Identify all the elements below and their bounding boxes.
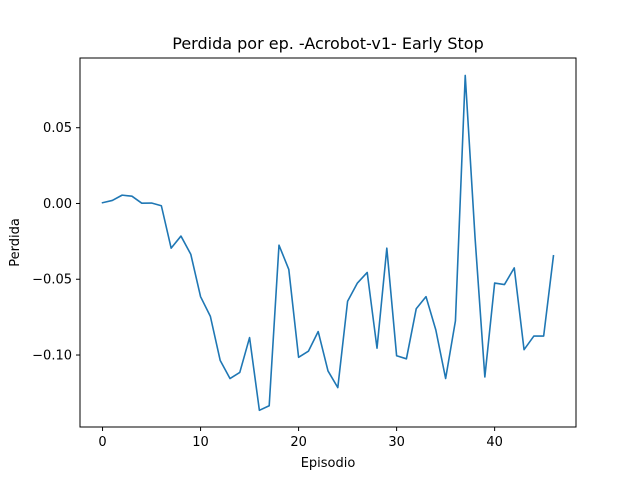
y-tick-label: 0.00 [43,197,72,212]
y-tick-label: −0.10 [32,349,72,364]
series-line-0 [101,74,555,412]
x-tick-label: 10 [192,435,209,450]
y-tick-label: −0.05 [32,273,72,288]
x-tick-label: 30 [388,435,405,450]
chart-title: Perdida por ep. -Acrobot-v1- Early Stop [172,34,483,53]
x-tick-label: 40 [486,435,503,450]
x-tick-label: 0 [98,435,106,450]
y-axis: −0.10 −0.05 0.00 0.05 [32,121,80,364]
plot-frame [79,57,577,428]
y-axis-label: Perdida [8,218,23,267]
plot-area [79,57,577,428]
y-tick-label: 0.05 [43,121,72,136]
x-axis-label: Episodio [301,456,356,471]
x-axis: 0 10 20 30 40 [98,427,503,450]
x-tick-label: 20 [290,435,307,450]
